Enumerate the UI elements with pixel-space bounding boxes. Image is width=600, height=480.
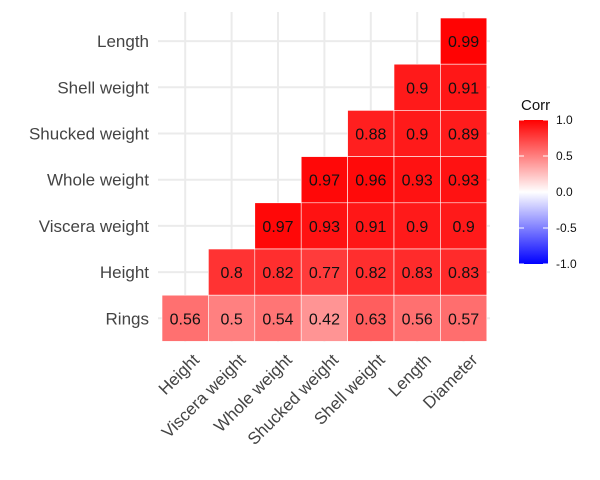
heatmap-cell [208,294,256,342]
row-label: Shell weight [57,78,149,97]
cell-value-label: 0.83 [402,265,433,282]
cell-value-label: 0.8 [220,265,242,282]
cell-value-label: 0.97 [309,173,340,190]
cell-value-label: 0.99 [448,34,479,51]
cell-value-label: 0.42 [309,311,340,328]
cell-value-label: 0.97 [262,219,293,236]
legend-title: Corr [521,97,550,114]
heatmap-cell [161,294,209,342]
cell-value-label: 0.93 [402,173,433,190]
cell-value-label: 0.57 [448,311,479,328]
cell-value-label: 0.93 [448,173,479,190]
legend-tick-label: 0.5 [556,149,573,163]
cell-value-label: 0.91 [355,219,386,236]
cell-value-label: 0.82 [355,265,386,282]
heatmap-cell [440,202,488,250]
cell-value-label: 0.56 [402,311,433,328]
color-legend: Corr 1.0 0.5 0.0 -0.5 -1.0 [519,97,577,271]
cell-value-label: 0.96 [355,173,386,190]
cell-value-labels: 0.99 0.9 0.91 0.88 0.9 0.89 0.97 0.96 0.93 0.93 0.… [170,34,480,328]
legend-tick-label: 0.0 [556,185,573,199]
heatmap-cell [347,156,395,204]
row-label: Viscera weight [39,217,150,236]
heatmap-cell [393,156,441,204]
cell-value-label: 0.9 [406,80,428,97]
heatmap-cells [161,17,488,342]
cell-value-label: 0.63 [355,311,386,328]
row-label: Whole weight [47,171,149,190]
legend-tick-label: -1.0 [556,257,577,271]
cell-value-label: 0.9 [406,219,428,236]
heatmap-cell [393,248,441,296]
heatmap-cell [440,294,488,342]
heatmap-cell [440,63,488,111]
legend-ticks: 1.0 0.5 0.0 -0.5 -1.0 [519,113,577,271]
heatmap-cell [440,248,488,296]
row-label: Shucked weight [29,125,149,144]
legend-tick-label: -0.5 [556,221,577,235]
cell-value-label: 0.56 [170,311,201,328]
row-label: Height [100,263,149,282]
cell-value-label: 0.9 [406,127,428,144]
heatmap-cell [254,294,302,342]
cell-value-label: 0.93 [309,219,340,236]
heatmap-cell [440,156,488,204]
heatmap-cell [347,294,395,342]
cell-value-label: 0.77 [309,265,340,282]
heatmap-cell [393,110,441,157]
cell-value-label: 0.88 [355,127,386,144]
heatmap-cell [300,202,348,250]
cell-value-label: 0.91 [448,80,479,97]
row-label: Rings [106,309,149,328]
heatmap-cell [300,294,348,342]
heatmap-cell [393,294,441,342]
row-labels: Length Shell weight Shucked weight Whole we… [29,32,149,328]
heatmap-cell [254,202,302,250]
cell-value-label: 0.82 [262,265,293,282]
legend-tick-label: 1.0 [556,113,573,127]
cell-value-label: 0.89 [448,127,479,144]
heatmap-cell [300,156,348,204]
cell-value-label: 0.5 [220,311,242,328]
cell-value-label: 0.83 [448,265,479,282]
heatmap-cell [208,248,256,296]
row-label: Length [97,32,149,51]
cell-value-label: 0.9 [452,219,474,236]
heatmap-cell [440,110,488,157]
heatmap-cell [347,248,395,296]
heatmap-cell [440,17,488,65]
cell-value-label: 0.54 [262,311,293,328]
